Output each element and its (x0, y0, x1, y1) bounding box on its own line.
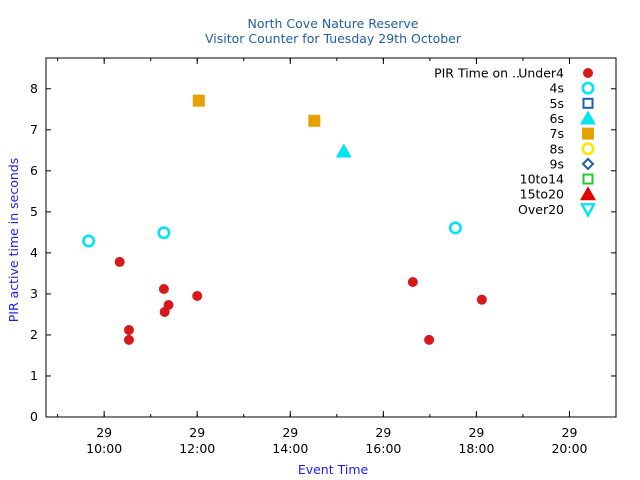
x-tick-label-time: 14:00 (272, 441, 308, 456)
legend-marker (580, 110, 596, 125)
legend-marker (583, 68, 593, 78)
data-point (192, 290, 203, 301)
legend-label: 9s (550, 156, 564, 171)
data-point (448, 221, 462, 235)
data-point (192, 94, 205, 107)
legend-marker (582, 173, 594, 185)
chart-title: North Cove Nature Reserve (248, 16, 419, 31)
x-tick-label-time: 20:00 (551, 441, 587, 456)
legend-label: 6s (550, 111, 564, 126)
legend-label: Under4 (518, 66, 564, 81)
data-point (476, 294, 487, 305)
y-tick-label: 6 (30, 163, 38, 178)
y-tick-label: 4 (30, 245, 38, 260)
legend-label: 10to14 (520, 172, 564, 187)
x-tick-label-day: 29 (282, 425, 298, 440)
x-tick-label-day: 29 (375, 425, 391, 440)
x-tick-label-time: 18:00 (458, 441, 494, 456)
legend-label: 5s (550, 96, 564, 111)
y-tick-label: 0 (30, 409, 38, 424)
x-tick-label-day: 29 (96, 425, 112, 440)
legend-label: 7s (550, 126, 564, 141)
data-point (123, 334, 134, 345)
data-point (82, 234, 96, 248)
legend-marker (580, 186, 596, 201)
x-tick-label-day: 29 (468, 425, 484, 440)
plot-frame (45, 57, 617, 418)
data-point (335, 143, 352, 158)
x-tick-label-time: 12:00 (179, 441, 215, 456)
data-point (407, 277, 418, 288)
data-point (158, 283, 169, 294)
legend-marker (581, 157, 595, 171)
y-tick-label: 2 (30, 327, 38, 342)
legend-label: 15to20 (520, 187, 564, 202)
x-tick-label-time: 16:00 (365, 441, 401, 456)
x-axis: 2910:002912:002914:002916:002918:002920:… (57, 58, 617, 456)
legend-marker (582, 97, 594, 109)
data-point (308, 114, 321, 127)
legend-label: 8s (550, 141, 564, 156)
data-point (424, 334, 435, 345)
x-tick-label-day: 29 (562, 425, 578, 440)
legend-label: Over20 (518, 202, 564, 217)
legend-marker (581, 81, 595, 95)
data-point (114, 256, 125, 267)
y-tick-label: 7 (30, 122, 38, 137)
legend-title: PIR Time on .. (434, 66, 520, 81)
y-tick-label: 8 (30, 81, 38, 96)
data-point (157, 226, 171, 240)
x-tick-label-day: 29 (189, 425, 205, 440)
y-axis-title: PIR active time in seconds (6, 158, 21, 323)
x-tick-label-time: 10:00 (86, 441, 122, 456)
x-axis-title: Event Time (298, 462, 369, 477)
legend-marker (579, 203, 597, 218)
y-tick-label: 5 (30, 204, 38, 219)
y-axis: 0 1 2 3 4 5 6 7 8 (30, 81, 616, 424)
legend-label: 4s (550, 81, 564, 96)
y-tick-label: 3 (30, 286, 38, 301)
data-point (163, 299, 174, 310)
y-tick-label: 1 (30, 368, 38, 383)
legend-marker (581, 142, 595, 156)
plot-marks (82, 94, 487, 345)
chart-subtitle: Visitor Counter for Tuesday 29th October (205, 31, 462, 46)
legend-marker (582, 127, 594, 140)
data-point (123, 325, 134, 336)
